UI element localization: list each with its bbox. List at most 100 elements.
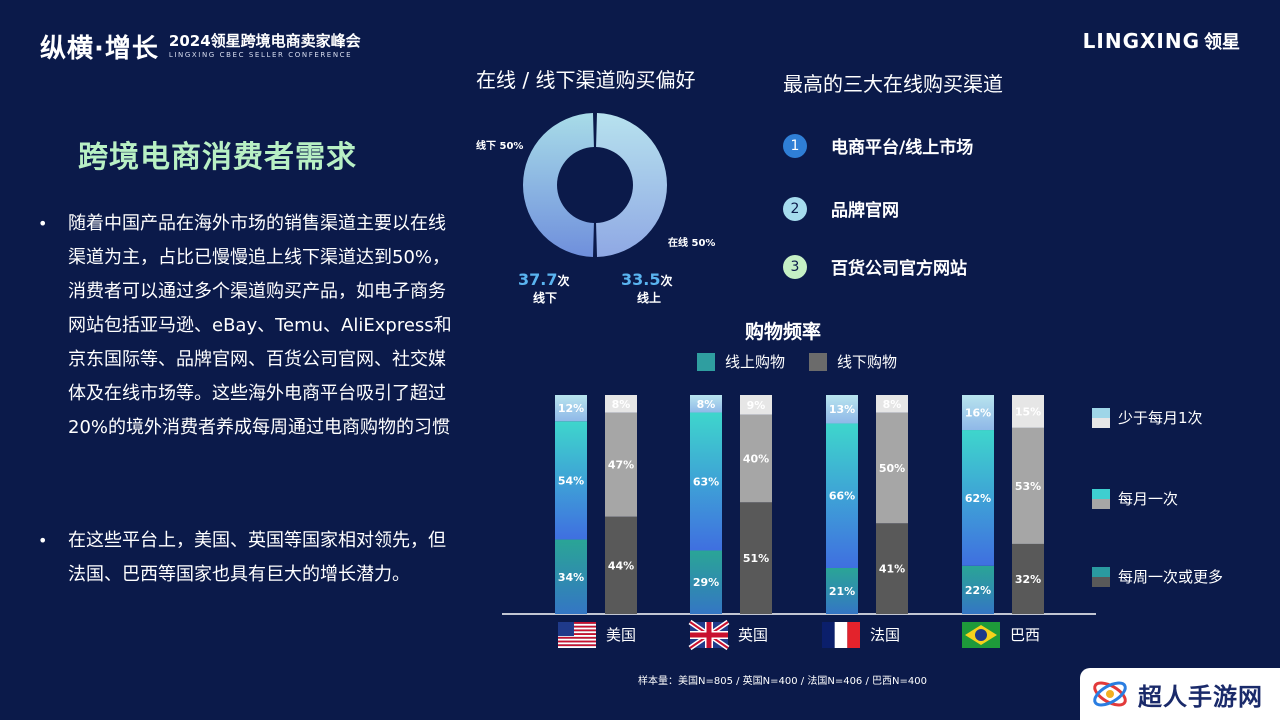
bar-online-monthly: [690, 412, 722, 551]
label-offline-monthly: 53%: [1015, 480, 1041, 493]
freq-legend-swatch: [1092, 566, 1110, 587]
label-online-less-monthly: 13%: [829, 403, 855, 416]
legend-swatch-online: [697, 352, 715, 371]
online-visits-label: 线上: [636, 291, 661, 305]
bullet-text: 在这些平台上，美国、英国等国家相对领先，但法国、巴西等国家也具有巨大的增长潜力。: [68, 530, 446, 585]
bullet-item: • 随着中国产品在海外市场的销售渠道主要以在线渠道为主，占比已慢慢追上线下渠道达…: [38, 207, 458, 445]
country-label: 美国: [606, 626, 636, 644]
label-offline-weekly: 41%: [879, 563, 905, 576]
freq-legend-item: 每周一次或更多: [1092, 566, 1223, 587]
us-flag-icon: [558, 622, 596, 648]
donut-label-online: 在线 50%: [668, 238, 716, 249]
event-subtitle: 2024领星跨境电商卖家峰会 LINGXING CBEC SELLER CONF…: [168, 31, 361, 61]
label-offline-less-monthly: 15%: [1015, 405, 1041, 418]
bullet-dot: •: [38, 214, 48, 233]
bar-offline-monthly: [1012, 427, 1044, 544]
bar-offline-weekly: [740, 502, 772, 614]
bar-online-less-monthly: [826, 395, 858, 424]
bar-offline-monthly: [876, 412, 908, 524]
rank-badge: 2: [783, 196, 807, 221]
frequency-stacked-bar-chart: 34% 54% 12% 44% 47% 8% 29% 63% 8% 51% 40% 9% 21% 66% 1…: [502, 395, 1096, 651]
label-online-monthly: 66%: [829, 490, 855, 503]
offline-visits-stat: 37.7次 线下: [518, 270, 572, 306]
bar-offline-weekly: [876, 523, 908, 614]
online-visits-stat: 33.5次 线上: [621, 270, 677, 306]
top-channels-title: 最高的三大在线购买渠道: [783, 72, 1003, 96]
label-online-less-monthly: 8%: [697, 398, 716, 411]
label-online-monthly: 54%: [558, 474, 584, 487]
online-visits-number: 33.5: [621, 270, 661, 289]
donut-slice-online: [596, 113, 668, 257]
label-offline-monthly: 47%: [608, 459, 634, 472]
channel-label: 电商平台/线上市场: [831, 138, 974, 158]
freq-legend-item: 每月一次: [1092, 488, 1178, 509]
bar-online-monthly: [962, 430, 994, 566]
label-offline-less-monthly: 9%: [747, 399, 766, 412]
channel-item: 3 百货公司官方网站: [783, 254, 967, 279]
label-online-monthly: 62%: [965, 492, 991, 505]
bar-online-weekly: [826, 568, 858, 614]
label-offline-weekly: 44%: [608, 559, 634, 572]
event-name-en: LINGXING CBEC SELLER CONFERENCE: [168, 50, 353, 59]
label-online-weekly: 29%: [693, 576, 719, 589]
event-brand: 纵横·增长 2024领星跨境电商卖家峰会 LINGXING CBEC SELLE…: [40, 28, 361, 65]
chart-legend: 线上购物 线下购物: [697, 351, 897, 372]
label-online-less-monthly: 16%: [965, 407, 991, 420]
label-offline-weekly: 51%: [743, 552, 769, 565]
bar-online-weekly: [690, 550, 722, 614]
lingxing-logo: LINGXING 领星: [1083, 28, 1240, 54]
event-name: 2024领星跨境电商卖家峰会: [168, 31, 361, 50]
bar-online-monthly: [555, 421, 587, 540]
label-offline-monthly: 50%: [879, 462, 905, 475]
bar-offline-weekly: [1012, 543, 1044, 614]
france-flag-icon: [822, 622, 860, 648]
rank-badge: 3: [783, 254, 807, 279]
label-online-less-monthly: 12%: [558, 402, 584, 415]
freq-legend-label: 少于每月1次: [1118, 409, 1203, 427]
freq-legend-item: 少于每月1次: [1092, 407, 1203, 428]
bar-online-weekly: [555, 539, 587, 614]
offline-visits-unit: 次: [557, 274, 570, 288]
legend-offline: 线下购物: [837, 353, 898, 371]
channel-label: 百货公司官方网站: [831, 259, 967, 279]
bar-offline-monthly: [740, 414, 772, 503]
legend-online: 线上购物: [725, 353, 786, 371]
freq-legend-label: 每周一次或更多: [1118, 568, 1224, 586]
donut-label-offline: 线下 50%: [476, 141, 524, 152]
bullet-item: • 在这些平台上，美国、英国等国家相对领先，但法国、巴西等国家也具有巨大的增长潜…: [38, 524, 458, 592]
chart-title: 购物频率: [745, 321, 822, 343]
country-label: 巴西: [1010, 626, 1040, 644]
bullet-dot: •: [38, 531, 48, 550]
sample-size-note: 样本量：美国N=805 / 英国N=400 / 法国N=406 / 巴西N=40…: [638, 676, 927, 687]
logo-en: LINGXING: [1082, 29, 1200, 53]
online-visits-unit: 次: [660, 274, 673, 288]
bar-online-less-monthly: [555, 395, 587, 422]
bar-offline-less-monthly: [876, 395, 908, 413]
uk-flag-icon: [688, 619, 730, 651]
channel-item: 2 品牌官网: [783, 196, 899, 221]
label-online-weekly: 21%: [829, 585, 855, 598]
label-offline-less-monthly: 8%: [883, 398, 902, 411]
freq-legend-swatch: [1092, 407, 1110, 428]
bar-offline-less-monthly: [740, 395, 772, 415]
bar-online-less-monthly: [962, 395, 994, 431]
bar-offline-less-monthly: [605, 395, 637, 413]
label-offline-less-monthly: 8%: [612, 398, 631, 411]
label-online-weekly: 34%: [558, 571, 584, 584]
donut-chart: [522, 113, 668, 257]
watermark-logo-icon: [1093, 681, 1127, 707]
channel-label: 品牌官网: [831, 201, 899, 221]
offline-visits-label: 线下: [532, 291, 557, 305]
country-label: 法国: [870, 626, 900, 644]
bar-online-less-monthly: [690, 395, 722, 413]
freq-legend-swatch: [1092, 488, 1110, 509]
offline-visits-number: 37.7: [518, 270, 558, 289]
label-online-weekly: 22%: [965, 584, 991, 597]
label-online-monthly: 63%: [693, 476, 719, 489]
event-logo-text: 纵横·增长: [40, 34, 159, 64]
donut-title: 在线 / 线下渠道购买偏好: [476, 68, 696, 92]
legend-swatch-offline: [809, 352, 828, 371]
watermark: 超人手游网: [1080, 668, 1280, 720]
label-offline-weekly: 32%: [1015, 573, 1041, 586]
freq-legend-label: 每月一次: [1118, 490, 1179, 508]
